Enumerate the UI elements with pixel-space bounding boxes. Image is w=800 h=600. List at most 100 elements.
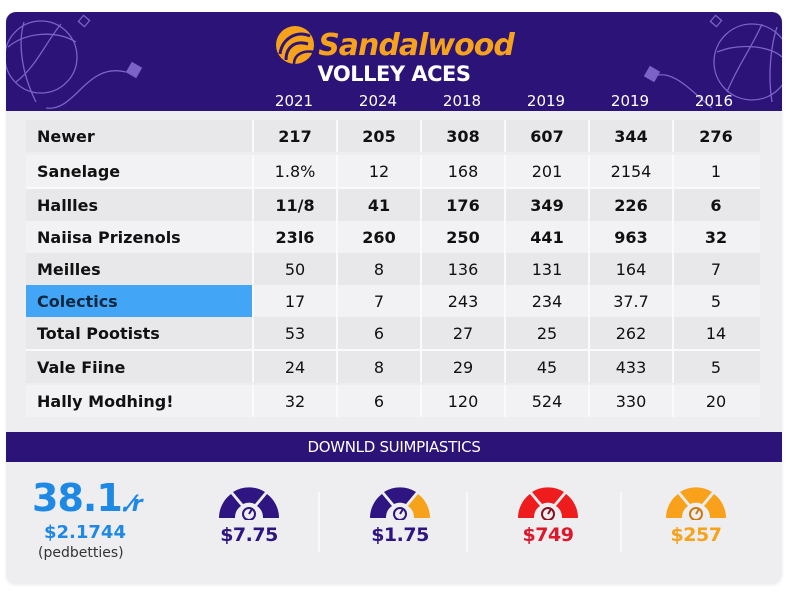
cell-value: 32 [254, 385, 338, 417]
cell-value: 6 [710, 195, 722, 215]
cell-value: 5 [710, 291, 722, 311]
cell-value: 23l6 [254, 221, 338, 253]
cell-value: 1.8% [254, 155, 338, 187]
gauge-icon [518, 487, 578, 520]
cell-value: 308 [422, 120, 506, 152]
cell-value: 8 [338, 253, 422, 285]
volleyball-decoration-icon [643, 14, 782, 109]
cell-value: 260 [338, 221, 422, 253]
gauge-stat: $7.75 [199, 478, 299, 546]
year-header: 2019 [526, 92, 566, 110]
cell-value: 607 [506, 120, 590, 152]
row-label-selected[interactable]: Colectics [26, 285, 254, 317]
cell-value: 131 [506, 253, 590, 285]
cell-value: 276 [699, 126, 733, 146]
row-label: Sanelage [26, 155, 254, 187]
cell-value: 344 [590, 120, 674, 152]
year-headers: 2021 2024 2018 2019 2019 2016 [6, 92, 782, 110]
cell-value: 7 [710, 259, 722, 279]
cell-value: 14 [705, 323, 727, 343]
volleyball-logo-icon [276, 26, 315, 65]
row-divider [26, 187, 760, 189]
cell-value: 6 [338, 385, 422, 417]
row-label: Newer [26, 120, 254, 152]
cell-value: 205 [338, 120, 422, 152]
cell-value: 2154 [590, 155, 674, 187]
cell-value: 5 [710, 357, 722, 377]
big-stat-note: (pedbetties) [38, 545, 124, 561]
gauge-stat: $749 [498, 478, 598, 546]
header-banner: Sandalwood VOLLEY ACES 2021 2024 2018 20… [6, 12, 782, 111]
cell-value: 433 [590, 351, 674, 383]
year-header: 2019 [610, 92, 650, 110]
big-stat: 38.1.⁄r $2.1744 (pedbetties) [24, 476, 184, 561]
cell-value: 37.7 [590, 285, 674, 317]
divider [466, 492, 468, 552]
row-label: Hallles [26, 189, 254, 221]
brand-name: Sandalwood [318, 27, 515, 63]
cell-value: 120 [422, 385, 506, 417]
cell-value: 349 [506, 189, 590, 221]
gauge-icon [219, 487, 279, 520]
row-divider [26, 349, 760, 351]
cell-value: 164 [590, 253, 674, 285]
cell-value: 29 [422, 351, 506, 383]
gauge-stat: $257 [646, 478, 746, 546]
table-row: Vale Fiine 24 8 29 45 433 5 [26, 351, 760, 383]
cell-value: 176 [422, 189, 506, 221]
cell-value: 168 [422, 155, 506, 187]
gauge-value: $257 [670, 524, 722, 546]
divider [318, 492, 320, 552]
row-label: Meilles [26, 253, 254, 285]
stats-card: Sandalwood VOLLEY ACES 2021 2024 2018 20… [6, 12, 782, 584]
summary-banner: DOWNLD SUIMPIASTICS [6, 432, 782, 462]
cell-value: 226 [590, 189, 674, 221]
cell-value: 963 [590, 221, 674, 253]
big-stat-money: $2.1744 [44, 522, 126, 543]
cell-value: 24 [254, 351, 338, 383]
divider [620, 492, 622, 552]
gauge-value: $7.75 [220, 524, 278, 546]
summary-stats: 38.1.⁄r $2.1744 (pedbetties) $7.75 [6, 462, 782, 584]
gauge-value: $749 [522, 524, 574, 546]
cell-value: 524 [506, 385, 590, 417]
cell-value: 234 [506, 285, 590, 317]
team-subtitle: VOLLEY ACES [317, 62, 472, 86]
gauge-icon [666, 487, 726, 520]
table-row: Naiisa Prizenols 23l6 260 250 441 963 32 [26, 221, 760, 253]
cell-value: 25 [506, 317, 590, 349]
gauge-value: $1.75 [371, 524, 429, 546]
cell-value: 17 [254, 285, 338, 317]
cell-value: 441 [506, 221, 590, 253]
cell-value: 6 [338, 317, 422, 349]
cell-value: 243 [422, 285, 506, 317]
year-header: 2016 [694, 92, 734, 110]
cell-value: 8 [338, 351, 422, 383]
cell-value: 45 [506, 351, 590, 383]
table-row: Sanelage 1.8% 12 168 201 2154 1 [26, 155, 760, 187]
cell-value: 32 [704, 227, 728, 247]
row-label: Naiisa Prizenols [26, 221, 254, 253]
table-row: Newer 217 205 308 607 344 276 [26, 120, 760, 152]
year-header: 2018 [442, 92, 482, 110]
cell-value: 12 [338, 155, 422, 187]
row-label: Hally Modhing! [26, 385, 254, 417]
table-row: Meilles 50 8 136 131 164 7 [26, 253, 760, 285]
table-row: Total Pootists 53 6 27 25 262 14 [26, 317, 760, 349]
cell-value: 27 [422, 317, 506, 349]
gauge-icon [370, 487, 430, 520]
table-row-selected[interactable]: Colectics 17 7 243 234 37.7 5 [26, 285, 760, 317]
cell-value: 250 [422, 221, 506, 253]
cell-value: 1 [710, 161, 722, 181]
volleyball-decoration-icon [6, 14, 143, 109]
cell-value: 330 [590, 385, 674, 417]
table-row: Hally Modhing! 32 6 120 524 330 20 [26, 385, 760, 417]
cell-value: 136 [422, 253, 506, 285]
year-header: 2021 [274, 92, 314, 110]
big-stat-value: 38.1.⁄r [24, 476, 184, 520]
big-stat-suffix: .⁄r [121, 492, 143, 517]
cell-value: 20 [705, 391, 727, 411]
row-label: Total Pootists [26, 317, 254, 349]
cell-value: 41 [338, 189, 422, 221]
row-label: Vale Fiine [26, 351, 254, 383]
